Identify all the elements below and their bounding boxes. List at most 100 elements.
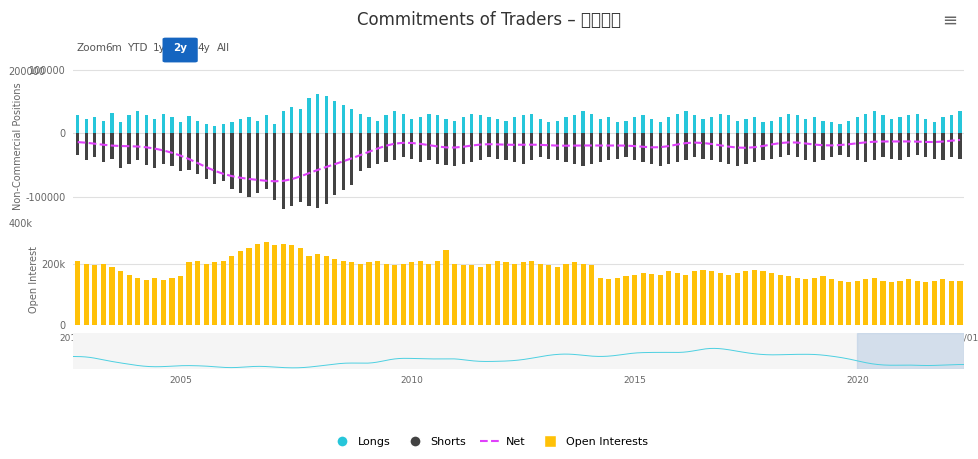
Bar xyxy=(495,133,499,159)
Bar xyxy=(101,264,106,325)
Bar xyxy=(795,115,798,133)
Bar xyxy=(528,261,534,325)
Bar xyxy=(384,115,387,133)
Bar xyxy=(153,133,156,168)
Bar xyxy=(357,264,363,325)
Bar xyxy=(487,118,490,133)
Bar xyxy=(898,133,901,160)
Bar xyxy=(624,121,627,133)
Bar xyxy=(940,133,944,160)
Bar xyxy=(658,133,661,166)
Bar xyxy=(203,264,208,325)
Bar xyxy=(281,244,286,325)
Bar xyxy=(864,114,867,133)
Bar xyxy=(469,133,473,162)
Bar xyxy=(264,115,268,133)
Bar xyxy=(948,281,953,325)
Bar xyxy=(718,133,721,162)
Bar xyxy=(632,274,637,325)
Bar xyxy=(401,114,405,133)
Bar xyxy=(598,133,601,162)
Bar xyxy=(419,118,422,133)
Bar xyxy=(855,118,858,133)
Bar xyxy=(247,133,250,196)
Bar xyxy=(341,133,344,190)
Bar xyxy=(92,265,97,325)
Bar xyxy=(315,254,320,325)
Bar xyxy=(786,114,789,133)
Bar xyxy=(658,122,661,133)
Bar xyxy=(434,261,439,325)
Bar xyxy=(529,114,533,133)
Bar xyxy=(521,133,524,164)
Bar xyxy=(931,281,936,325)
Bar xyxy=(641,115,645,133)
Bar xyxy=(855,133,858,160)
Bar xyxy=(452,264,457,325)
Bar xyxy=(426,264,431,325)
Bar xyxy=(384,133,387,162)
Bar xyxy=(469,114,473,133)
Bar xyxy=(110,267,114,325)
Bar xyxy=(708,271,713,325)
Bar xyxy=(239,119,242,133)
Bar xyxy=(410,119,413,133)
Bar xyxy=(169,278,174,325)
Bar xyxy=(802,279,808,325)
Bar xyxy=(161,114,165,133)
Bar xyxy=(734,133,738,166)
Bar xyxy=(683,274,688,325)
Bar xyxy=(871,111,875,133)
Bar xyxy=(289,133,293,206)
Bar xyxy=(93,118,97,133)
Text: All: All xyxy=(216,43,230,53)
Bar xyxy=(435,115,439,133)
Bar xyxy=(864,133,867,162)
Bar xyxy=(923,133,926,157)
Bar xyxy=(691,271,696,325)
Bar xyxy=(298,109,302,133)
Bar xyxy=(221,124,225,133)
Bar xyxy=(906,133,910,157)
Bar xyxy=(581,133,584,166)
Bar xyxy=(769,133,773,159)
Bar xyxy=(727,133,730,164)
Bar xyxy=(282,133,285,209)
Bar xyxy=(614,278,619,325)
Bar xyxy=(605,279,610,325)
Bar xyxy=(768,273,774,325)
Bar xyxy=(376,121,378,133)
Bar xyxy=(84,119,88,133)
Bar xyxy=(392,111,396,133)
Bar xyxy=(829,122,832,133)
Bar xyxy=(879,281,884,325)
Bar xyxy=(186,262,192,325)
Bar xyxy=(254,244,260,325)
Bar xyxy=(170,133,173,166)
Bar xyxy=(957,133,960,159)
Bar xyxy=(615,133,618,159)
Bar xyxy=(111,133,113,159)
Bar xyxy=(727,115,730,133)
Bar xyxy=(571,262,577,325)
Bar xyxy=(752,118,755,133)
Bar xyxy=(837,123,841,133)
Bar xyxy=(333,101,336,133)
Bar xyxy=(692,115,695,133)
Bar xyxy=(932,133,935,159)
Bar xyxy=(152,278,157,325)
Bar xyxy=(572,133,576,164)
Bar xyxy=(409,262,414,325)
Bar xyxy=(358,133,362,171)
Bar xyxy=(563,118,567,133)
Bar xyxy=(453,121,456,133)
Bar xyxy=(836,281,842,325)
Bar xyxy=(632,133,636,160)
Bar xyxy=(957,111,960,133)
Bar xyxy=(426,114,430,133)
Bar xyxy=(160,280,165,325)
Bar xyxy=(179,133,182,171)
Bar xyxy=(709,133,713,160)
Bar xyxy=(324,133,328,204)
Bar xyxy=(375,261,379,325)
